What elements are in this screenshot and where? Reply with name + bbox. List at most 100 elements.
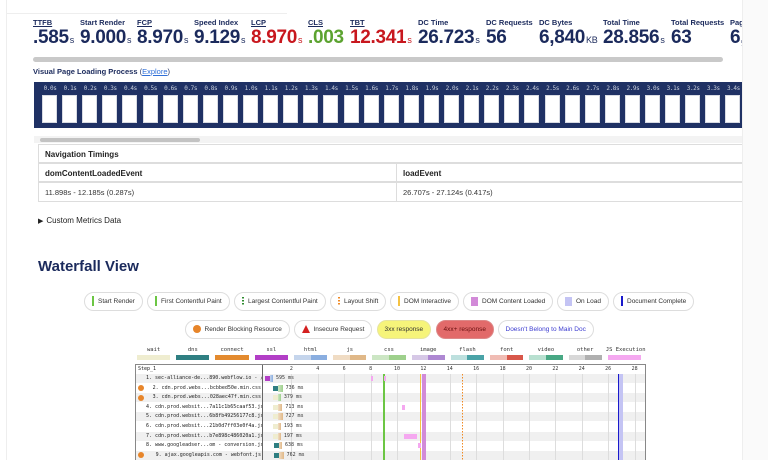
frame-thumbnail[interactable] <box>665 95 681 123</box>
filmstrip-frame[interactable]: 0.7s <box>181 82 201 128</box>
legend-label: Render Blocking Resource <box>204 326 282 333</box>
metric-value: .585s <box>33 27 74 48</box>
frame-thumbnail[interactable] <box>383 95 399 123</box>
table-row[interactable] <box>136 393 645 403</box>
frame-thumbnail[interactable] <box>202 95 218 123</box>
filmstrip-frame[interactable]: 0.1s <box>60 82 80 128</box>
request-name[interactable]: 3. cdn.prod.webs...028aec47f.min.css <box>152 394 261 401</box>
filmstrip-scrollbar[interactable] <box>40 138 200 142</box>
frame-thumbnail[interactable] <box>624 95 640 123</box>
request-name[interactable]: 8. www.googleadser...om - conversion.js <box>146 442 262 449</box>
frame-thumbnail[interactable] <box>303 95 319 123</box>
filmstrip-frame[interactable]: 1.6s <box>362 82 382 128</box>
frame-thumbnail[interactable] <box>524 95 540 123</box>
filmstrip-frame[interactable]: 3.4s <box>723 82 743 128</box>
filmstrip-frame[interactable]: 0.8s <box>201 82 221 128</box>
frame-thumbnail[interactable] <box>102 95 118 123</box>
request-name[interactable]: 1. sec-alliance-de...890.webflow.io - / <box>146 375 262 381</box>
frame-thumbnail[interactable] <box>122 95 138 123</box>
frame-thumbnail[interactable] <box>645 95 660 123</box>
type-legend-label: font <box>500 347 514 353</box>
filmstrip-frame[interactable]: 0.3s <box>100 82 120 128</box>
filmstrip-frame[interactable]: 1.3s <box>301 82 321 128</box>
frame-thumbnail[interactable] <box>403 95 419 123</box>
filmstrip-frame[interactable]: 0.0s <box>40 82 60 128</box>
frame-thumbnail[interactable] <box>504 95 520 123</box>
frame-thumbnail[interactable] <box>343 95 359 123</box>
frame-thumbnail[interactable] <box>464 95 480 123</box>
frame-thumbnail[interactable] <box>705 95 721 123</box>
frame-thumbnail[interactable] <box>484 95 500 123</box>
metric-label[interactable]: FCP <box>137 18 152 27</box>
filmstrip-frame[interactable]: 2.5s <box>543 82 563 128</box>
filmstrip-frame[interactable]: 2.1s <box>462 82 482 128</box>
frame-thumbnail[interactable] <box>685 95 701 123</box>
filmstrip-frame[interactable]: 0.6s <box>161 82 181 128</box>
metric-label[interactable]: TBT <box>350 18 365 27</box>
request-name[interactable]: 6. cdn.prod.websit...21b0d7ff03e0f4a.js <box>146 423 262 429</box>
frame-thumbnail[interactable] <box>283 95 299 123</box>
frame-thumbnail[interactable] <box>162 95 178 123</box>
frame-thumbnail[interactable] <box>222 95 238 123</box>
frame-thumbnail[interactable] <box>62 95 78 123</box>
request-name[interactable]: 9. ajax.googleapis.com - webfont.js <box>155 451 261 458</box>
filmstrip-frame[interactable]: 2.8s <box>603 82 623 128</box>
filmstrip-frame[interactable]: 1.8s <box>402 82 422 128</box>
filmstrip-frame[interactable]: 2.2s <box>482 82 502 128</box>
request-name[interactable]: 5. cdn.prod.websit...6b8fb49256177c8.js <box>146 413 262 420</box>
frame-thumbnail[interactable] <box>142 95 158 123</box>
filmstrip-frame[interactable]: 2.9s <box>623 82 643 128</box>
frame-thumbnail[interactable] <box>323 95 339 123</box>
filmstrip-frame[interactable]: 3.0s <box>643 82 663 128</box>
metrics-scrollbar[interactable] <box>33 57 723 62</box>
frame-thumbnail[interactable] <box>363 95 379 123</box>
filmstrip-frame[interactable]: 1.1s <box>261 82 281 128</box>
filmstrip[interactable]: 0.0s 0.1s 0.2s 0.3s 0.4s 0.5s 0.6s 0.7s 0.8s 0.9s… <box>34 82 743 128</box>
legend-4xx-response: 4xx+ response <box>435 320 494 339</box>
filmstrip-frame[interactable]: 2.0s <box>442 82 462 128</box>
frame-thumbnail[interactable] <box>725 95 741 123</box>
filmstrip-frame[interactable]: 2.4s <box>522 82 542 128</box>
metric-label[interactable]: CLS <box>308 18 323 27</box>
frame-thumbnail[interactable] <box>604 95 620 123</box>
type-legend-css: css <box>370 346 407 360</box>
filmstrip-frame[interactable]: 2.3s <box>502 82 522 128</box>
filmstrip-frame[interactable]: 1.4s <box>321 82 341 128</box>
table-row[interactable] <box>136 374 645 383</box>
custom-metrics-toggle[interactable]: ▶ Custom Metrics Data <box>38 216 121 225</box>
filmstrip-frame[interactable]: 1.7s <box>382 82 402 128</box>
frame-thumbnail[interactable] <box>182 95 198 123</box>
metric-label[interactable]: LCP <box>251 18 266 27</box>
request-name[interactable]: 7. cdn.prod.websit...b7e898c486020a1.js <box>146 432 262 439</box>
filmstrip-frame[interactable]: 0.2s <box>80 82 100 128</box>
metric-label[interactable]: TTFB <box>33 18 53 27</box>
filmstrip-frame[interactable]: 0.5s <box>141 82 161 128</box>
filmstrip-frame[interactable]: 1.2s <box>281 82 301 128</box>
frame-thumbnail[interactable] <box>263 95 279 123</box>
request-name[interactable]: 2. cdn.prod.webs...bcbbed50e.min.css <box>152 384 261 391</box>
table-row[interactable] <box>136 431 645 441</box>
frame-thumbnail[interactable] <box>42 95 57 123</box>
filmstrip-frame[interactable]: 1.5s <box>342 82 362 128</box>
filmstrip-frame[interactable]: 3.3s <box>703 82 723 128</box>
filmstrip-frame[interactable]: 0.4s <box>120 82 140 128</box>
frame-thumbnail[interactable] <box>82 95 98 123</box>
frame-thumbnail[interactable] <box>564 95 580 123</box>
filmstrip-frame[interactable]: 3.1s <box>663 82 683 128</box>
frame-thumbnail[interactable] <box>444 95 459 123</box>
filmstrip-frame[interactable]: 2.7s <box>583 82 603 128</box>
frame-thumbnail[interactable] <box>584 95 600 123</box>
frame-thumbnail[interactable] <box>423 95 439 123</box>
explore-link[interactable]: Explore <box>142 67 168 76</box>
table-row[interactable] <box>136 412 645 422</box>
table-row[interactable] <box>136 450 645 460</box>
filmstrip-frame[interactable]: 1.9s <box>422 82 442 128</box>
request-name[interactable]: 4. cdn.prod.websit...7a11c1b65caaf53.js <box>146 403 262 410</box>
metric-value: 6,840KB <box>539 27 598 48</box>
frame-thumbnail[interactable] <box>243 95 258 123</box>
filmstrip-frame[interactable]: 3.2s <box>683 82 703 128</box>
filmstrip-frame[interactable]: 1.0s <box>241 82 261 128</box>
filmstrip-frame[interactable]: 0.9s <box>221 82 241 128</box>
filmstrip-frame[interactable]: 2.6s <box>563 82 583 128</box>
frame-thumbnail[interactable] <box>544 95 560 123</box>
